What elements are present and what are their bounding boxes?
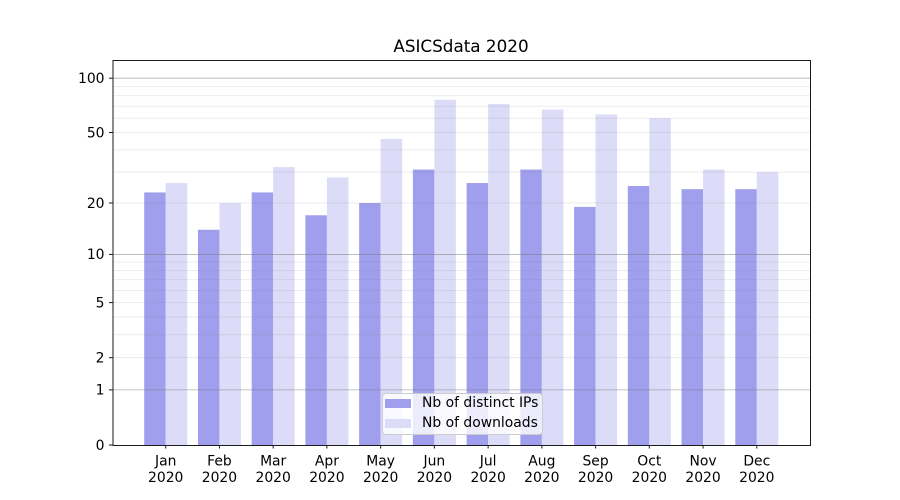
- x-tick-label-feb: Feb: [207, 454, 232, 470]
- x-tick-label-oct-year: 2020: [632, 470, 667, 486]
- y-tick-label-0: 0: [96, 438, 105, 454]
- x-tick-label-nov-year: 2020: [685, 470, 720, 486]
- legend-row-downloads: Nb of downloads: [384, 414, 542, 434]
- bar-oct-distinct-ips: [627, 186, 650, 445]
- bar-jun-distinct-ips: [412, 169, 435, 445]
- bar-jul-downloads: [488, 104, 510, 445]
- bar-jan-distinct-ips: [144, 192, 166, 445]
- y-tick-label-100: 100: [78, 71, 105, 87]
- y-tick-label-10: 10: [87, 247, 105, 263]
- plot-frame: [112, 60, 811, 446]
- x-tick-label-dec-year: 2020: [739, 470, 774, 486]
- x-tick-label-jan-year: 2020: [148, 470, 183, 486]
- x-tick-label-may: May: [366, 454, 395, 470]
- legend-swatch-distinct-ips: [384, 398, 411, 409]
- bar-aug-distinct-ips: [520, 169, 542, 445]
- bar-apr-distinct-ips: [305, 215, 327, 445]
- legend-label-downloads: Nb of downloads: [422, 414, 538, 431]
- bar-feb-downloads: [219, 203, 241, 445]
- x-tick-label-jun-year: 2020: [417, 470, 452, 486]
- bar-sep-downloads: [595, 114, 618, 445]
- x-tick-label-nov: Nov: [690, 454, 717, 470]
- x-tick-label-mar: Mar: [260, 454, 286, 470]
- legend: Nb of distinct IPs Nb of downloads: [381, 392, 543, 435]
- x-tick-label-aug-year: 2020: [524, 470, 559, 486]
- bar-apr-downloads: [326, 177, 349, 445]
- x-tick-label-feb-year: 2020: [202, 470, 237, 486]
- x-tick-label-aug: Aug: [528, 454, 555, 470]
- bar-jul-distinct-ips: [466, 183, 489, 445]
- bar-nov-distinct-ips: [681, 189, 704, 445]
- x-tick-label-jun: Jun: [423, 454, 446, 470]
- x-tick-label-oct: Oct: [637, 454, 662, 470]
- x-tick-label-apr: Apr: [315, 454, 339, 470]
- bar-oct-downloads: [649, 118, 671, 445]
- bar-nov-downloads: [703, 169, 725, 445]
- y-tick-label-1: 1: [96, 383, 105, 399]
- legend-swatch-downloads: [384, 418, 411, 429]
- bar-may-downloads: [380, 139, 403, 445]
- legend-row-distinct-ips: Nb of distinct IPs: [384, 394, 542, 414]
- bar-jun-downloads: [434, 99, 456, 446]
- x-tick-label-sep: Sep: [582, 454, 608, 470]
- bar-feb-distinct-ips: [197, 229, 220, 445]
- x-tick-label-mar-year: 2020: [255, 470, 290, 486]
- x-tick-label-jan: Jan: [154, 454, 176, 470]
- x-tick-label-jul-year: 2020: [470, 470, 505, 486]
- y-tick-label-50: 50: [87, 125, 105, 141]
- y-tick-label-5: 5: [96, 295, 105, 311]
- y-tick-label-20: 20: [87, 196, 105, 212]
- x-tick-label-apr-year: 2020: [309, 470, 344, 486]
- bar-sep-distinct-ips: [574, 206, 596, 445]
- legend-label-distinct-ips: Nb of distinct IPs: [422, 394, 539, 411]
- x-tick-label-jul: Jul: [479, 454, 497, 470]
- bar-mar-downloads: [273, 167, 295, 445]
- x-tick-label-sep-year: 2020: [578, 470, 613, 486]
- x-tick-label-dec: Dec: [743, 454, 770, 470]
- bar-dec-distinct-ips: [735, 189, 757, 445]
- y-tick-label-2: 2: [96, 350, 105, 366]
- chart-title: ASICSdata 2020: [393, 36, 529, 56]
- x-tick-label-may-year: 2020: [363, 470, 398, 486]
- bar-dec-downloads: [756, 172, 779, 445]
- bar-mar-distinct-ips: [251, 192, 274, 445]
- bar-jan-downloads: [165, 183, 188, 445]
- bar-may-distinct-ips: [359, 203, 381, 445]
- bar-aug-downloads: [541, 109, 564, 445]
